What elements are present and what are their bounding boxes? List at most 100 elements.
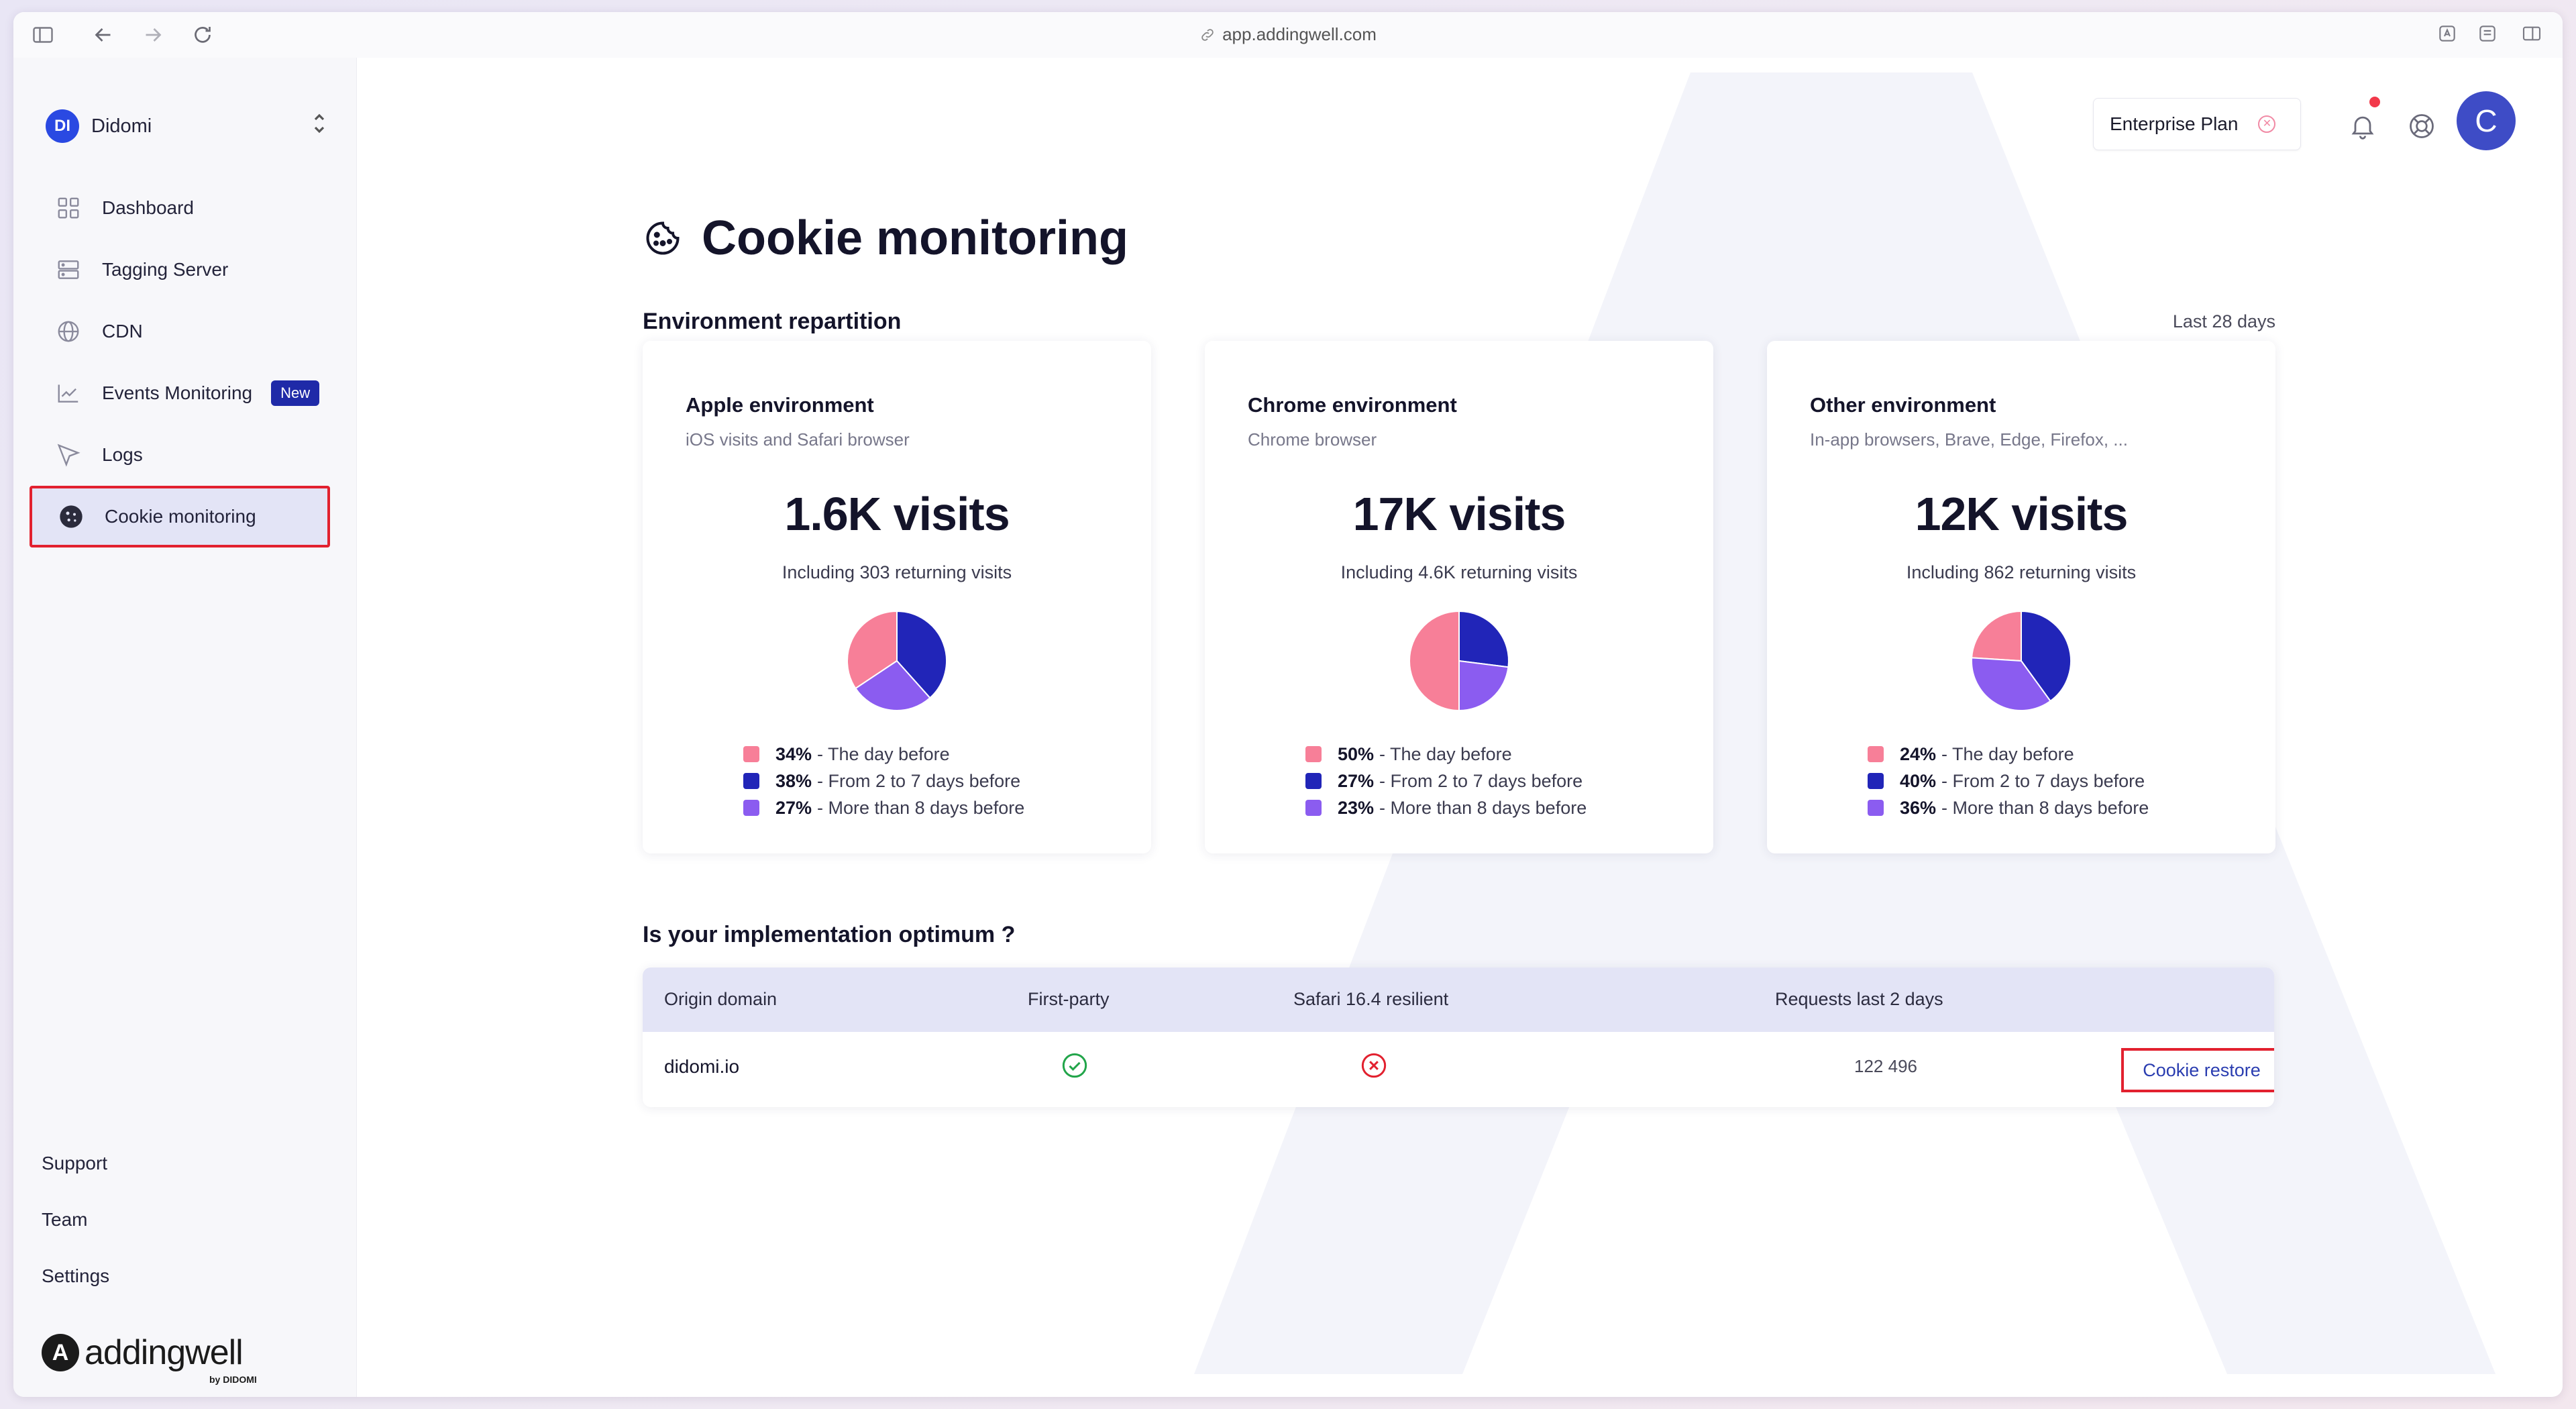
column-header: Origin domain <box>664 989 777 1009</box>
card-returning: Including 4.6K returning visits <box>1340 562 1578 582</box>
forward-arrow-icon[interactable] <box>141 23 165 47</box>
card-title: Apple environment <box>686 393 874 417</box>
user-avatar[interactable]: C <box>2457 91 2516 150</box>
implementation-title: Is your implementation optimum ? <box>643 922 1016 947</box>
page-header: Cookie monitoring <box>643 211 1128 266</box>
sidebar-item-label: Logs <box>102 444 143 465</box>
legend-swatch <box>743 800 759 816</box>
card-returning: Including 303 returning visits <box>782 562 1012 582</box>
legend-swatch <box>1868 800 1884 816</box>
sidebar-item-events-monitoring[interactable]: Events Monitoring New <box>30 362 338 424</box>
page-title: Cookie monitoring <box>702 211 1128 265</box>
implementation-table: Origin domain First-party Safari 16.4 re… <box>643 968 2274 1107</box>
legend-swatch <box>743 773 759 789</box>
split-view-icon[interactable] <box>2520 23 2544 47</box>
card-title: Chrome environment <box>1248 393 1457 417</box>
cookie-outline-icon <box>643 218 683 258</box>
legend-swatch <box>743 746 759 762</box>
slice-more-than-8-days <box>1971 657 2051 711</box>
card-subtitle: iOS visits and Safari browser <box>686 429 910 450</box>
reader-icon[interactable] <box>2475 23 2500 47</box>
brand-mark: A <box>42 1334 79 1371</box>
column-header: Safari 16.4 resilient <box>1293 989 1449 1009</box>
link-icon <box>1199 24 1216 45</box>
globe-icon <box>54 317 83 346</box>
help-lifebuoy-icon[interactable] <box>2407 111 2436 141</box>
legend-swatch <box>1305 773 1322 789</box>
sidebar-bottom-links: Support Team Settings <box>42 1135 109 1304</box>
pie-legend: 34% - The day before 38% - From 2 to 7 day… <box>743 741 1024 821</box>
reload-icon[interactable] <box>191 23 215 47</box>
new-badge: New <box>271 380 320 406</box>
sidebar-toggle-icon[interactable] <box>31 23 55 47</box>
period-label: Last 28 days <box>2172 311 2275 331</box>
line-chart-icon <box>54 378 83 408</box>
table-header: Origin domain First-party Safari 16.4 re… <box>643 968 2274 1032</box>
pie-chart <box>1971 610 2072 711</box>
card-visits: 12K visits <box>1915 488 2129 540</box>
legend-item: 36% - More than 8 days before <box>1868 794 2149 821</box>
browser-toolbar: app.addingwell.com <box>13 12 2563 58</box>
environment-card-other: Other environment In-app browsers, Brave… <box>1767 341 2275 853</box>
card-visits: 17K visits <box>1352 488 1566 540</box>
card-returning: Including 862 returning visits <box>1906 562 2137 582</box>
plan-button[interactable]: Enterprise Plan ✕ <box>2093 98 2301 150</box>
x-circle-icon <box>1360 1052 1387 1079</box>
brand-logo: A addingwell by DIDOMI <box>42 1333 257 1385</box>
slice-2-to-7-days <box>1458 610 1509 668</box>
plan-status-icon: ✕ <box>2258 115 2276 133</box>
org-name: Didomi <box>91 115 152 137</box>
environment-card-apple: Apple environment iOS visits and Safari … <box>643 341 1151 853</box>
card-subtitle: In-app browsers, Brave, Edge, Firefox, .… <box>1810 429 2128 450</box>
sidebar-item-logs[interactable]: Logs <box>30 424 338 486</box>
back-arrow-icon[interactable] <box>91 23 115 47</box>
org-avatar: DI <box>46 109 79 143</box>
sidebar-item-label: Cookie monitoring <box>105 506 256 527</box>
sidebar: DI Didomi Dashboard Tagging Server <box>13 58 357 1397</box>
org-switcher[interactable]: DI Didomi <box>46 106 334 146</box>
legend-item: 23% - More than 8 days before <box>1305 794 1587 821</box>
support-link[interactable]: Support <box>42 1153 108 1173</box>
card-subtitle: Chrome browser <box>1248 429 1377 450</box>
brand-name: addingwell <box>85 1333 244 1372</box>
legend-item: 27% - More than 8 days before <box>743 794 1024 821</box>
pie-legend: 50% - The day before 27% - From 2 to 7 day… <box>1305 741 1587 821</box>
sidebar-nav: Dashboard Tagging Server CDN Events Moni… <box>30 177 338 547</box>
sidebar-item-label: Dashboard <box>102 197 194 218</box>
team-link[interactable]: Team <box>42 1209 88 1230</box>
plan-label: Enterprise Plan <box>2110 113 2239 134</box>
sidebar-item-dashboard[interactable]: Dashboard <box>30 177 338 239</box>
column-header: Requests last 2 days <box>1775 989 1943 1009</box>
legend-swatch <box>1868 746 1884 762</box>
sidebar-item-cdn[interactable]: CDN <box>30 301 338 362</box>
url-text: app.addingwell.com <box>1222 24 1377 44</box>
sidebar-item-tagging-server[interactable]: Tagging Server <box>30 239 338 301</box>
legend-swatch <box>1305 800 1322 816</box>
translate-icon[interactable] <box>2435 23 2459 47</box>
slice-more-than-8-days <box>1458 660 1509 712</box>
legend-item: 50% - The day before <box>1305 741 1587 768</box>
notification-dot <box>2369 97 2380 107</box>
sidebar-item-label: CDN <box>102 321 143 342</box>
settings-link[interactable]: Settings <box>42 1265 110 1286</box>
column-header: First-party <box>1028 989 1110 1009</box>
pie-legend: 24% - The day before 40% - From 2 to 7 day… <box>1868 741 2149 821</box>
cursor-icon <box>54 440 83 470</box>
pie-chart <box>847 610 947 711</box>
environment-card-chrome: Chrome environment Chrome browser 17K vi… <box>1205 341 1713 853</box>
cookie-restore-button[interactable]: Cookie restore <box>2121 1048 2274 1092</box>
slice-day-before <box>1971 610 2022 662</box>
slice-more-than-8-days <box>855 660 931 711</box>
browser-window: app.addingwell.com DI Didomi <box>13 12 2563 1397</box>
slice-2-to-7-days <box>896 610 947 699</box>
check-circle-icon <box>1061 1052 1088 1079</box>
chevron-updown-icon <box>311 110 327 138</box>
card-title: Other environment <box>1810 393 1996 417</box>
card-visits: 1.6K visits <box>784 488 1010 540</box>
sidebar-item-cookie-monitoring[interactable]: Cookie monitoring <box>30 486 330 547</box>
requests-cell: 122 496 <box>1854 1056 1917 1076</box>
bell-icon[interactable] <box>2348 111 2377 141</box>
legend-item: 38% - From 2 to 7 days before <box>743 768 1024 794</box>
address-bar[interactable]: app.addingwell.com <box>13 24 2563 45</box>
cookie-icon <box>56 502 86 531</box>
